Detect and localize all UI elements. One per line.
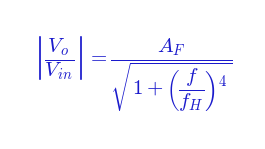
Text: $\left|\dfrac{V_o}{V_{in}}\right| = \dfrac{A_F}{\sqrt{1 + \left(\dfrac{f}{f_H}\r: $\left|\dfrac{V_o}{V_{in}}\right| = \dfr… [33,35,232,114]
